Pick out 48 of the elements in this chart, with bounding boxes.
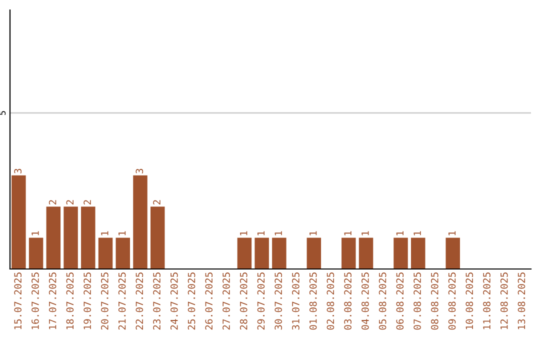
x-tick-label: 22.07.2025 [136, 272, 144, 330]
data-label: 1 [414, 231, 421, 236]
x-tick-label: 15.07.2025 [14, 272, 22, 330]
x-tick-label: 29.07.2025 [257, 272, 265, 330]
x-tick-label: 05.08.2025 [378, 272, 386, 330]
x-tick-label: 13.08.2025 [518, 272, 526, 330]
x-tick-label: 27.07.2025 [222, 272, 230, 330]
data-label: 1 [310, 231, 317, 236]
data-label: 1 [344, 231, 352, 236]
data-label: 1 [118, 231, 126, 236]
x-tick-label: 06.08.2025 [396, 272, 404, 330]
x-tick-label: 08.08.2025 [430, 272, 438, 330]
x-tick-label: 10.08.2025 [466, 272, 474, 330]
x-tick-label: 11.08.2025 [483, 272, 490, 330]
x-tick-label: 25.07.2025 [188, 272, 196, 330]
data-label: 2 [84, 200, 91, 204]
data-label: 3 [136, 168, 144, 174]
x-tick-label: 09.08.2025 [448, 272, 456, 330]
data-label: 2 [153, 200, 160, 204]
x-tick-label: 04.08.2025 [362, 272, 369, 330]
x-tick-label: 26.07.2025 [205, 272, 213, 330]
data-label: 1 [396, 231, 404, 236]
data-label: 1 [32, 231, 39, 236]
data-label: 1 [448, 231, 456, 236]
data-label: 2 [66, 200, 74, 204]
x-tick-label: 17.07.2025 [48, 272, 56, 330]
x-tick-label: 16.07.2025 [32, 272, 39, 330]
data-label: 1 [274, 231, 282, 236]
data-label: 1 [362, 231, 369, 236]
data-label: 1 [240, 231, 248, 236]
data-label: 2 [48, 200, 56, 204]
x-tick-label: 28.07.2025 [240, 272, 248, 330]
x-tick-label: 03.08.2025 [344, 272, 352, 330]
x-tick-label: 30.07.2025 [274, 272, 282, 330]
x-tick-label: 02.08.2025 [326, 272, 334, 330]
x-tick-label: 20.07.2025 [101, 272, 108, 330]
data-label: 1 [257, 231, 265, 236]
x-tick-label: 07.08.2025 [414, 272, 421, 330]
data-label: 1 [101, 231, 108, 236]
x-tick-label: 19.07.2025 [84, 272, 91, 330]
x-tick-label: 01.08.2025 [309, 272, 317, 330]
x-tick-label: 24.07.2025 [170, 272, 178, 330]
x-tick-label: 12.08.2025 [500, 272, 508, 330]
x-tick-label: 31.07.2025 [292, 272, 300, 330]
x-tick-label: 18.07.2025 [66, 272, 74, 330]
data-label: 3 [14, 168, 22, 174]
x-tick-label: 23.07.2025 [153, 272, 160, 330]
x-tick-label: 21.07.2025 [118, 272, 126, 330]
